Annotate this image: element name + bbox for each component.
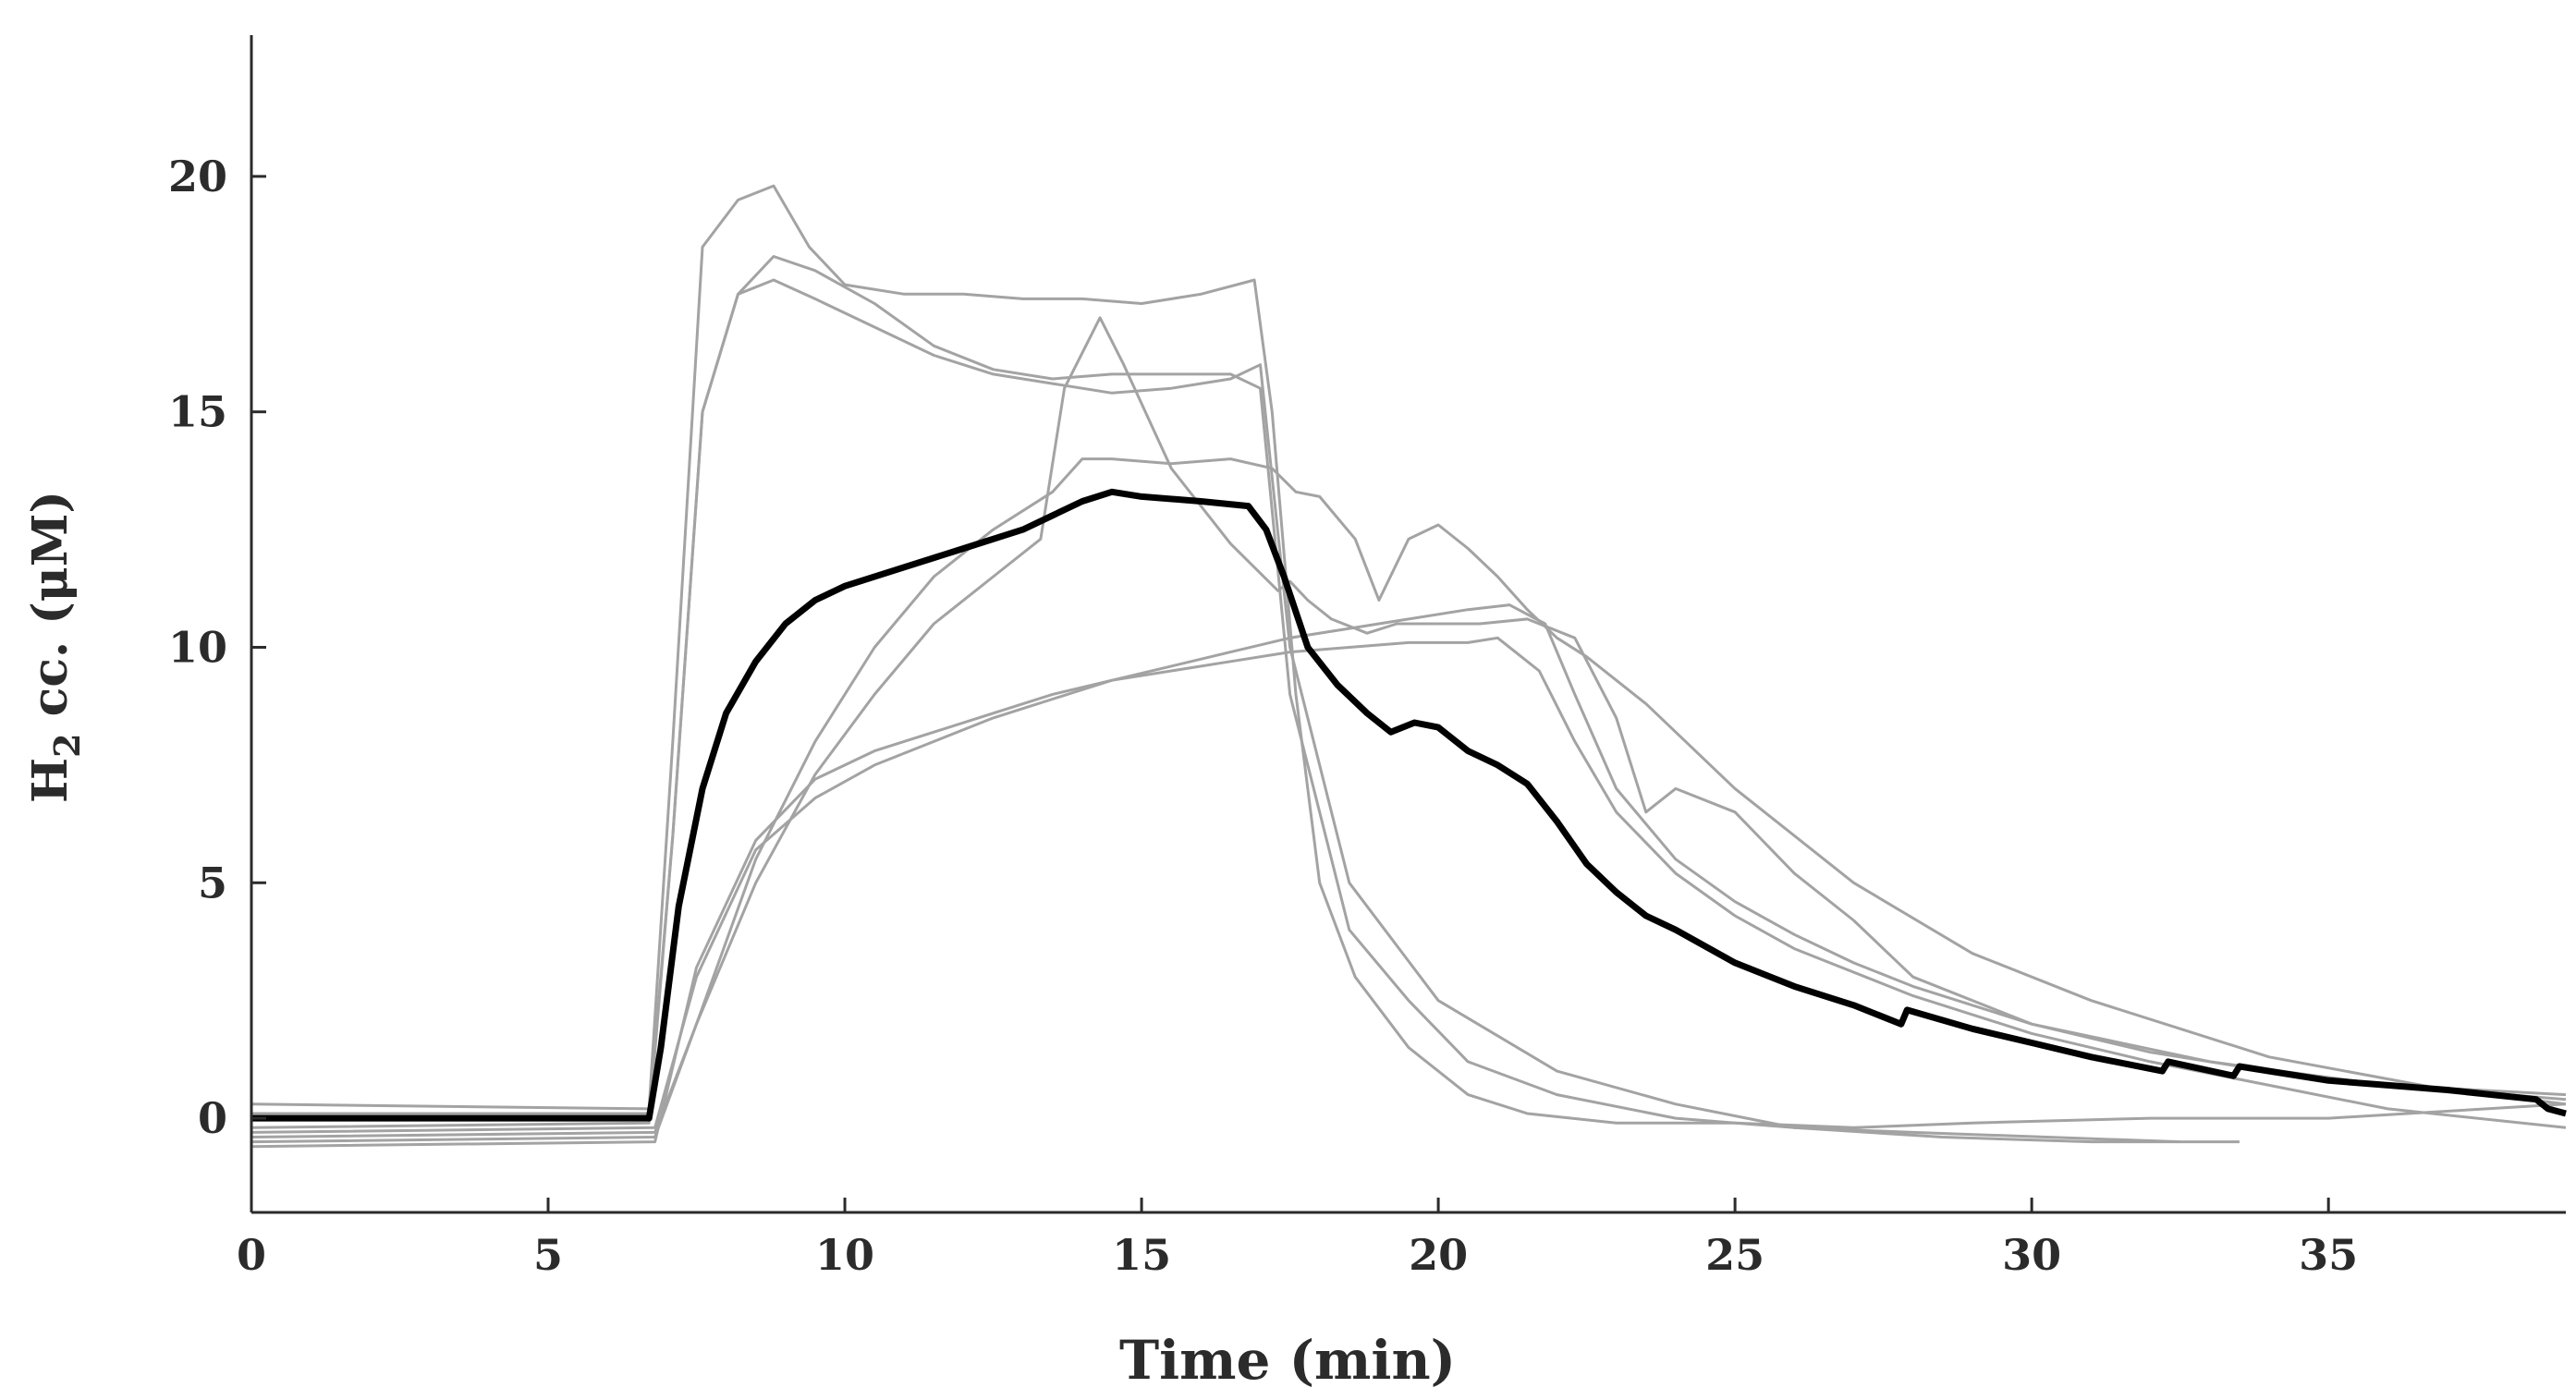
plot-area: [250, 184, 2567, 1149]
x-axis-ticks: 0 5 10 15 20 25 30 35: [237, 1198, 2358, 1280]
series-line-trace-3: [250, 278, 2240, 1144]
series-line-mean: [251, 488, 2567, 1122]
y-tick-label: 10: [168, 622, 227, 672]
y-tick-label: 20: [168, 152, 227, 201]
x-tick-label: 5: [533, 1230, 563, 1280]
series-line-trace-6: [250, 603, 2567, 1134]
x-tick-label: 0: [237, 1230, 266, 1280]
y-axis-title-subscript: 2: [46, 733, 88, 757]
x-tick-label: 15: [1112, 1230, 1171, 1280]
series-line-trace-1: [250, 184, 2567, 1129]
x-tick-label: 20: [1409, 1230, 1468, 1280]
x-tick-label: 25: [1705, 1230, 1764, 1280]
x-tick-label: 10: [815, 1230, 874, 1280]
y-axis-title-base: H: [22, 758, 79, 803]
y-axis-title: H2 cc. (μM): [22, 491, 88, 803]
x-tick-label: 35: [2299, 1230, 2358, 1280]
series-line-trace-2: [251, 255, 2180, 1144]
x-tick-label: 30: [2002, 1230, 2061, 1280]
y-axis-ticks: 0 5 10 15 20: [168, 152, 266, 1143]
y-tick-label: 0: [198, 1093, 227, 1143]
y-tick-label: 15: [168, 387, 227, 437]
y-tick-label: 5: [198, 858, 227, 907]
series-line-trace-5: [250, 457, 2567, 1144]
series-line-trace-4: [250, 316, 2567, 1138]
series-line-trace-7: [250, 636, 2567, 1149]
y-axis-title-rest: cc. (μM): [22, 491, 79, 733]
x-axis-title: Time (min): [1119, 1329, 1456, 1392]
